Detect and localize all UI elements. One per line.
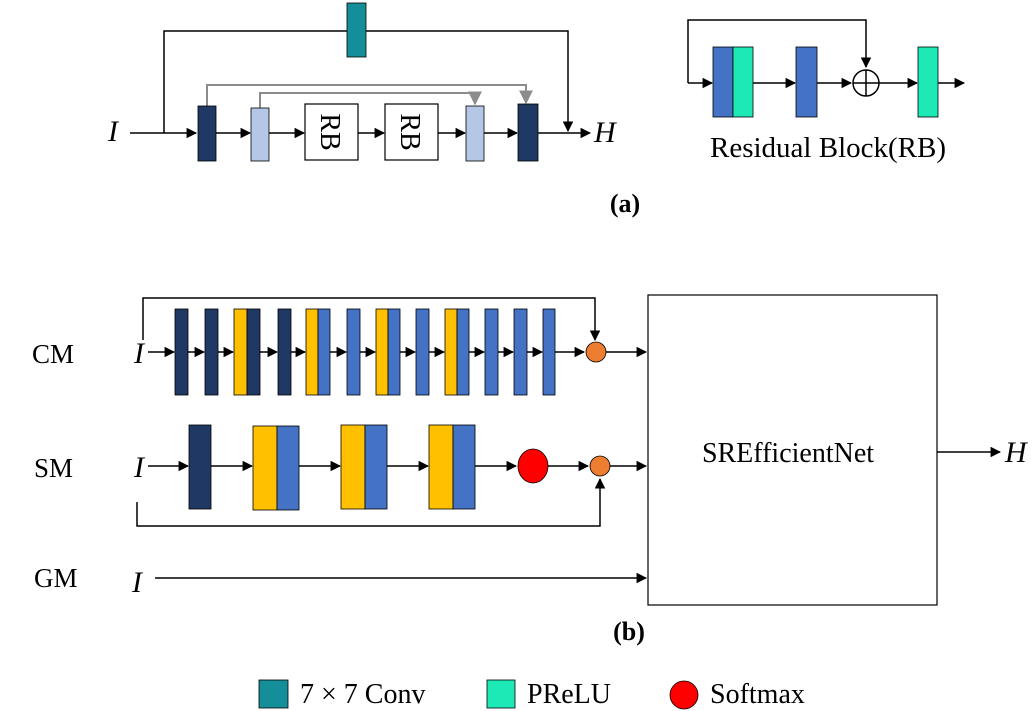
dark-conv-block [204,308,219,396]
prelu-block [917,46,939,118]
prelu-block [732,46,754,118]
input-label: I [107,115,120,148]
input-label: I [133,337,146,370]
gold-block [428,424,454,510]
sm-row: I [133,424,648,527]
gold-block [340,424,366,510]
blue-conv-block [276,425,300,511]
caption-a: (a) [610,189,640,218]
merge-node [589,455,611,477]
dark-conv-block [188,424,212,510]
gold-block [305,308,319,396]
panel-b: CM SM GM I [32,294,1029,646]
input-label: I [131,566,144,599]
blue-conv-block [452,424,476,510]
gold-block [444,308,458,396]
dark-conv-block [197,105,217,162]
blue-conv-block [456,308,470,396]
residual-block-1 [304,103,359,161]
light-conv-block [250,107,270,162]
blue-conv-block [346,308,361,396]
gold-block [375,308,389,396]
blue-conv-block [364,424,388,510]
dark-conv-block [246,308,261,396]
legend-conv-swatch [258,679,289,709]
legend-softmax-label: Softmax [710,679,805,710]
blue-conv-block [415,308,430,396]
legend-prelu-label: PReLU [527,679,611,710]
blue-conv-block [317,308,331,396]
output-label: H [593,116,618,149]
conv7x7-block [346,2,367,58]
gold-block [252,425,278,511]
dark-conv-block [277,308,292,396]
blue-conv-block [387,308,401,396]
blue-conv-block [484,308,499,396]
gm-label: GM [34,563,78,593]
rb-label: RB [394,113,425,150]
caption-b: (b) [613,617,645,646]
softmax-node [517,448,549,484]
gm-row: I [131,566,648,599]
legend-prelu-swatch [486,679,516,709]
input-label: I [133,451,146,484]
dark-conv-block [174,308,189,396]
light-conv-block [465,105,485,162]
sm-label: SM [34,453,73,483]
legend-conv-label: 7 × 7 Conv [300,679,425,710]
srefficientnet-box [647,294,938,606]
rb-label: RB [314,113,345,150]
add-operation [852,69,880,97]
legend: 7 × 7 Conv PReLU Softmax [258,679,805,710]
gold-block [233,308,248,396]
legend-softmax-swatch [669,680,699,710]
merge-node [585,341,607,363]
output-label: H [1004,436,1029,469]
cm-row: I [133,297,648,396]
conv-block [795,46,818,118]
panel-a: I RB RB H [107,2,966,218]
residual-block-2 [384,103,439,161]
dark-conv-block [517,103,539,162]
blue-conv-block [513,308,528,396]
rb-title: Residual Block(RB) [710,132,946,164]
cm-label: CM [32,339,74,369]
srefficientnet-label: SREfficientNet [702,438,874,469]
blue-conv-block [542,308,556,396]
residual-block-detail: Residual Block(RB) [687,19,966,164]
conv-block [712,46,734,118]
